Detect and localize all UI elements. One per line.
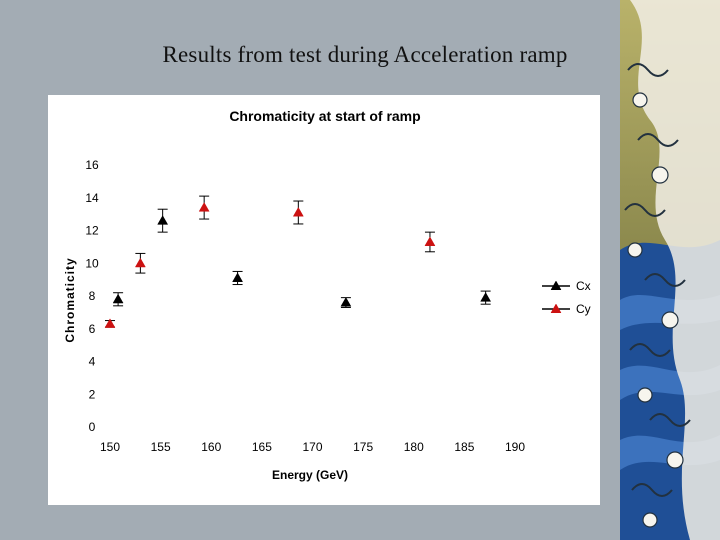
data-point-cx — [340, 297, 352, 307]
data-point-cy — [134, 257, 146, 268]
x-tick-label: 155 — [151, 440, 171, 454]
data-point-cx — [112, 293, 124, 304]
chart-panel: Chromaticity at start of ramp 0 2 4 6 8 10 12 1… — [48, 95, 600, 505]
x-axis-ticks: 150 155 160 165 170 175 180 185 190 — [100, 440, 525, 454]
data-point-cy — [104, 318, 116, 328]
y-tick-label: 14 — [85, 191, 99, 205]
legend-label: Cx — [576, 279, 591, 293]
y-tick-label: 6 — [89, 322, 96, 336]
legend-marker — [550, 303, 562, 313]
series-cx — [112, 208, 492, 308]
y-tick-label: 8 — [89, 289, 96, 303]
x-tick-label: 185 — [454, 440, 474, 454]
series-cy — [104, 195, 436, 328]
y-tick-label: 0 — [89, 420, 96, 434]
x-tick-label: 150 — [100, 440, 120, 454]
x-tick-label: 165 — [252, 440, 272, 454]
y-axis-ticks: 0 2 4 6 8 10 12 14 16 — [85, 158, 99, 434]
y-tick-label: 16 — [85, 158, 99, 172]
x-tick-label: 175 — [353, 440, 373, 454]
x-axis-label: Energy (GeV) — [272, 468, 348, 482]
chromaticity-chart: Chromaticity at start of ramp 0 2 4 6 8 10 12 1… — [63, 108, 591, 482]
legend-label: Cy — [576, 302, 591, 316]
legend-item-cx: Cx — [542, 279, 591, 293]
legend: Cx Cy — [542, 279, 591, 316]
slide-title: Results from test during Acceleration ra… — [162, 42, 568, 67]
legend-marker — [550, 280, 562, 290]
data-point-cx — [480, 292, 492, 302]
data-point-cy — [424, 236, 436, 246]
y-tick-label: 4 — [89, 355, 96, 369]
y-axis-label: Chromaticity — [63, 257, 77, 342]
data-marks — [104, 195, 492, 328]
data-point-cy — [292, 206, 304, 217]
data-point-cx — [157, 215, 169, 225]
y-tick-label: 2 — [89, 387, 96, 401]
data-point-cx — [232, 272, 244, 282]
wave-decoration — [620, 0, 720, 540]
x-tick-label: 180 — [404, 440, 424, 454]
x-tick-label: 160 — [201, 440, 221, 454]
chart-title: Chromaticity at start of ramp — [229, 108, 420, 124]
x-tick-label: 190 — [505, 440, 525, 454]
legend-item-cy: Cy — [542, 302, 591, 316]
x-tick-label: 170 — [302, 440, 322, 454]
data-point-cy — [198, 202, 210, 212]
y-tick-label: 10 — [85, 256, 99, 270]
y-tick-label: 12 — [85, 224, 99, 238]
